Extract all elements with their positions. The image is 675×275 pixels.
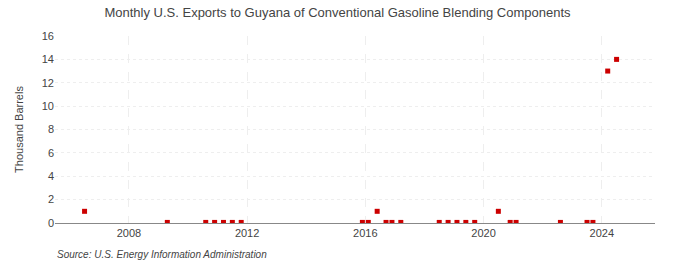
svg-text:0: 0 <box>48 217 54 229</box>
svg-text:Monthly U.S. Exports to Guyana: Monthly U.S. Exports to Guyana of Conven… <box>104 5 571 20</box>
svg-text:16: 16 <box>42 30 54 42</box>
svg-text:Source: U.S. Energy Informatio: Source: U.S. Energy Information Administ… <box>57 249 267 260</box>
svg-text:2016: 2016 <box>353 227 377 239</box>
svg-text:14: 14 <box>42 53 54 65</box>
svg-text:2: 2 <box>48 193 54 205</box>
svg-text:2008: 2008 <box>117 227 141 239</box>
svg-text:2012: 2012 <box>235 227 259 239</box>
svg-text:6: 6 <box>48 147 54 159</box>
svg-text:2020: 2020 <box>471 227 495 239</box>
svg-text:4: 4 <box>48 170 54 182</box>
svg-text:12: 12 <box>42 77 54 89</box>
svg-text:Thousand Barrels: Thousand Barrels <box>13 86 25 173</box>
svg-text:8: 8 <box>48 123 54 135</box>
svg-text:10: 10 <box>42 100 54 112</box>
svg-text:2024: 2024 <box>590 227 614 239</box>
